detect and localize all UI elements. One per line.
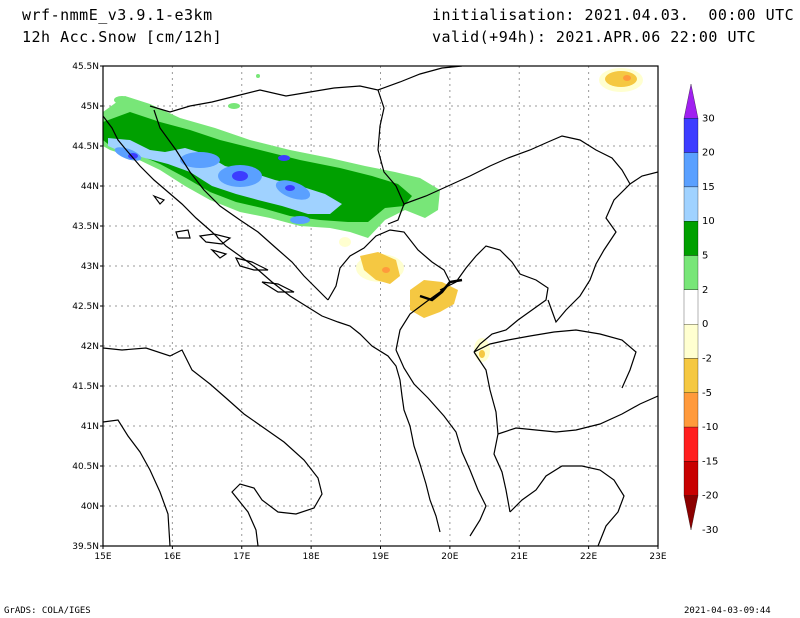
island — [175, 229, 191, 239]
lat-tick-label: 45.5N — [72, 62, 99, 72]
italy-coastline-south — [103, 419, 171, 546]
footer-timestamp: 2021-04-03-09:44 — [684, 606, 771, 616]
colorbar-swatch — [683, 289, 699, 325]
lon-tick-label: 19E — [372, 552, 389, 562]
island — [261, 281, 295, 293]
snow-area-blue — [290, 216, 310, 224]
island — [209, 248, 228, 259]
footer-credit: GrADS: COLA/IGES — [4, 606, 91, 616]
lat-tick-label: 42N — [81, 342, 99, 352]
colorbar-label: -10 — [702, 422, 718, 433]
lat-tick-label: 39.5N — [72, 542, 99, 552]
field-title: 12h Acc.Snow [cm/12h] — [22, 28, 223, 46]
colorbar-label: 2 — [702, 285, 708, 296]
axis-labels: 45.5N 45N 44.5N 44N 43.5N 43N 42.5N 42N 41.5N 41N… — [72, 62, 667, 562]
colorbar-label: -20 — [702, 491, 718, 502]
snow-area-dark-green — [103, 112, 412, 222]
snow-area-yellow — [479, 350, 485, 358]
init-time: initialisation: 2021.04.03. 00:00 UTC — [432, 6, 795, 24]
colorbar-swatch — [683, 152, 699, 188]
snow-area-light-green — [228, 103, 240, 109]
lat-tick-label: 44N — [81, 182, 99, 192]
snow-area-dark-blue — [232, 171, 248, 181]
snow-area-dark-blue — [278, 155, 290, 161]
colorbar-swatch — [683, 186, 699, 222]
colorbar-swatch — [683, 255, 699, 290]
snow-area-orange — [623, 75, 631, 81]
lat-tick-label: 43N — [81, 262, 99, 272]
lat-tick-label: 41N — [81, 422, 99, 432]
colorbar-label: 20 — [702, 148, 715, 159]
italy-coastline — [103, 347, 323, 546]
valid-time: valid(+94h): 2021.APR.06 22:00 UTC — [432, 28, 757, 46]
lat-tick-label: 41.5N — [72, 382, 99, 392]
border-bulgaria-east — [629, 171, 658, 185]
border-macedonia — [473, 329, 637, 389]
colorbar-swatch — [683, 392, 699, 428]
snow-area-orange — [382, 267, 390, 273]
colorbar-swatch — [683, 118, 699, 153]
border-albania — [395, 349, 487, 537]
adriatic-coastline-east — [103, 115, 441, 533]
model-title: wrf-nmmE_v3.9.1-e3km — [22, 6, 213, 24]
lon-tick-label: 18E — [303, 552, 320, 562]
border-serbia-bulgaria — [403, 135, 631, 324]
lat-tick-label: 42.5N — [72, 302, 99, 312]
border-serbia-east — [377, 66, 463, 91]
lon-tick-label: 16E — [164, 552, 181, 562]
lat-tick-label: 44.5N — [72, 142, 99, 152]
island — [152, 194, 166, 205]
colorbar-swatch — [683, 495, 699, 531]
colorbar-label: -2 — [702, 353, 712, 364]
border-bosnia-north — [149, 85, 405, 225]
colorbar-swatch — [683, 221, 699, 256]
snow-area-yellow — [360, 252, 400, 284]
colorbar-swatch — [683, 426, 699, 462]
lat-tick-label: 40N — [81, 502, 99, 512]
border-kosovo — [439, 245, 549, 353]
snow-area-light-green — [114, 96, 130, 104]
lon-tick-label: 15E — [94, 552, 111, 562]
lat-tick-label: 45N — [81, 102, 99, 112]
border-bosnia-croatia — [153, 109, 329, 301]
colorbar-label: 5 — [702, 251, 708, 262]
colorbar-label: 30 — [702, 113, 715, 124]
snow-area-light-green — [256, 74, 260, 78]
border-montenegro — [327, 229, 451, 351]
snow-area-dark-blue — [285, 185, 295, 191]
aegean-coastline — [509, 465, 625, 546]
colorbar-label: -5 — [702, 388, 712, 399]
kosovo-highlight-border — [419, 278, 463, 302]
colorbar-swatch — [683, 358, 699, 393]
colorbar-label: -30 — [702, 525, 718, 536]
lon-tick-label: 23E — [649, 552, 666, 562]
snow-area-yellow — [605, 71, 637, 87]
lon-tick-label: 21E — [511, 552, 528, 562]
lat-tick-label: 40.5N — [72, 462, 99, 472]
coastlines-borders — [103, 66, 658, 546]
colorbar-label: 15 — [702, 182, 715, 193]
border-greece — [497, 395, 658, 435]
island — [234, 257, 269, 271]
lon-tick-label: 20E — [441, 552, 458, 562]
colorbar-label: 0 — [702, 319, 708, 330]
colorbar-label: -15 — [702, 456, 718, 467]
colorbar-swatch — [683, 324, 699, 359]
snow-area-pale — [339, 237, 351, 247]
lon-tick-label: 22E — [580, 552, 597, 562]
snow-field — [103, 68, 643, 362]
snow-area-blue — [180, 152, 220, 168]
colorbar-label: 10 — [702, 216, 715, 227]
lat-tick-label: 43.5N — [72, 222, 99, 232]
island — [198, 233, 232, 245]
colorbar-swatch — [683, 83, 699, 119]
lon-tick-label: 17E — [233, 552, 250, 562]
colorbar-swatch — [683, 461, 699, 496]
